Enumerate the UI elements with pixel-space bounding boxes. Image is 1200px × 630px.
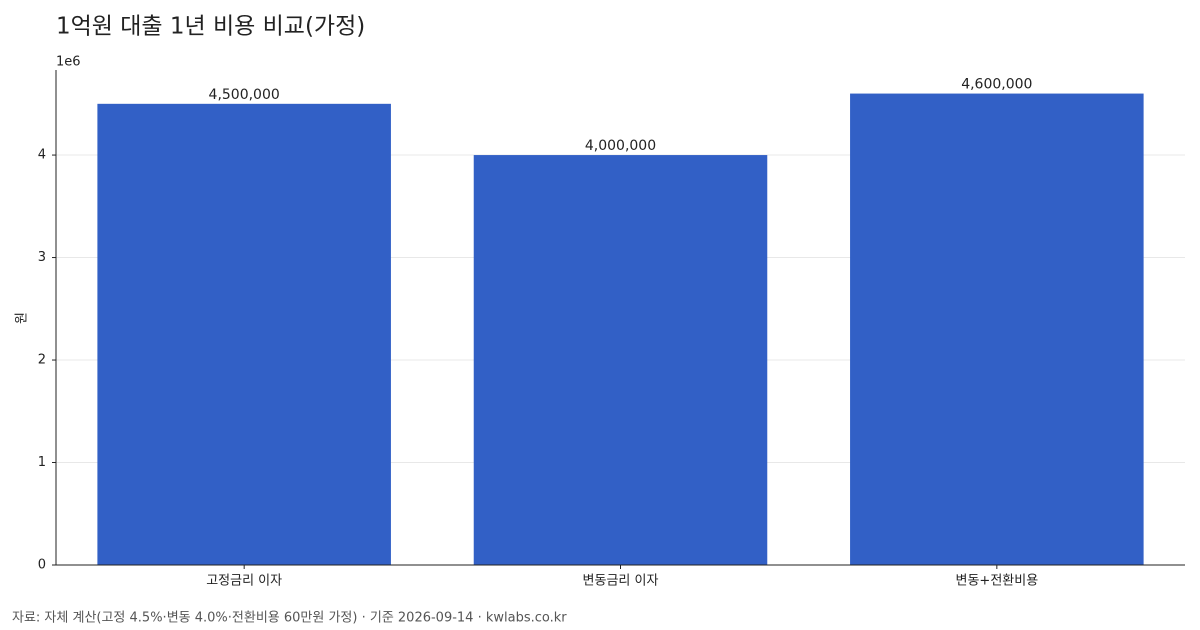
bar <box>97 103 391 565</box>
value-label: 4,000,000 <box>585 138 656 154</box>
bar <box>473 155 768 565</box>
y-tick-label: 4 <box>38 148 46 163</box>
x-tick-label: 고정금리 이자 <box>206 574 282 589</box>
value-label: 4,500,000 <box>209 87 280 103</box>
bar <box>850 93 1144 566</box>
value-label: 4,600,000 <box>961 77 1032 93</box>
x-tick-label: 변동+전환비용 <box>956 574 1039 589</box>
x-tick-label: 변동금리 이자 <box>583 574 659 589</box>
chart-title: 1억원 대출 1년 비용 비교(가정) <box>56 14 365 40</box>
y-offset-label: 1e6 <box>56 55 81 70</box>
y-axis-label: 원 <box>15 312 30 324</box>
source-note: 자료: 자체 계산(고정 4.5%·변동 4.0%·전환비용 60만원 가정) … <box>12 611 567 626</box>
y-tick-label: 1 <box>38 455 46 470</box>
y-tick-label: 2 <box>38 353 46 368</box>
y-tick-label: 0 <box>38 558 46 573</box>
y-tick-label: 3 <box>38 250 46 265</box>
